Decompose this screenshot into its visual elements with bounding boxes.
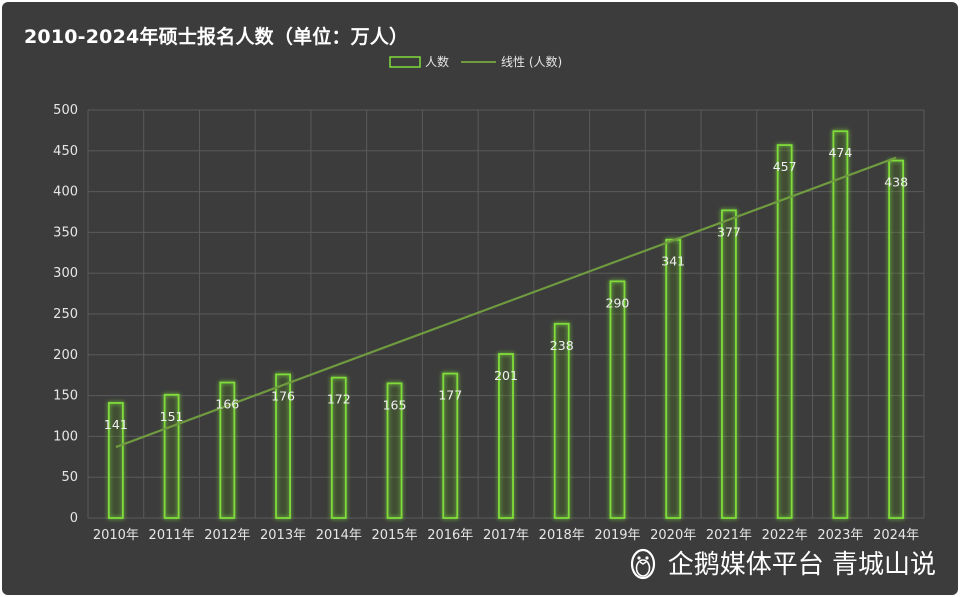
data-label: 141 xyxy=(104,417,128,432)
y-tick-label: 450 xyxy=(53,144,78,159)
y-tick-label: 500 xyxy=(53,103,78,118)
x-tick-label: 2022年 xyxy=(762,528,808,543)
bar xyxy=(498,353,514,519)
x-tick-label: 2018年 xyxy=(539,528,585,543)
bar xyxy=(386,382,403,519)
y-tick-label: 250 xyxy=(53,307,78,322)
bar xyxy=(665,238,682,519)
y-tick-label: 300 xyxy=(53,266,78,281)
bars-layer xyxy=(107,130,905,519)
y-tick-label: 150 xyxy=(53,389,78,404)
x-tick-label: 2017年 xyxy=(483,528,529,543)
data-label: 151 xyxy=(160,409,184,424)
y-tick-label: 200 xyxy=(53,348,78,363)
data-label: 177 xyxy=(438,388,462,403)
bar xyxy=(553,322,570,519)
x-tick-label: 2010年 xyxy=(93,528,139,543)
legend-swatch-bars xyxy=(389,56,421,68)
data-label: 201 xyxy=(494,368,518,383)
bar xyxy=(442,372,459,519)
y-tick-label: 350 xyxy=(53,225,78,240)
data-label: 474 xyxy=(828,145,852,160)
watermark: 企鹅媒体平台 青城山说 xyxy=(626,544,936,581)
bar xyxy=(832,130,849,519)
bar xyxy=(888,159,905,519)
data-label: 176 xyxy=(271,388,295,403)
x-tick-label: 2019年 xyxy=(594,528,640,543)
bar xyxy=(721,209,737,519)
y-tick-label: 400 xyxy=(53,185,78,200)
y-tick-label: 100 xyxy=(53,429,78,444)
x-tick-label: 2021年 xyxy=(706,528,752,543)
bar xyxy=(107,402,124,519)
legend-label-bars: 人数 xyxy=(425,54,449,69)
trendline xyxy=(115,156,897,449)
data-label: 457 xyxy=(773,159,797,174)
legend: 人数 线性 (人数) xyxy=(389,54,562,69)
data-label: 341 xyxy=(661,254,685,269)
x-tick-label: 2020年 xyxy=(650,528,696,543)
x-tick-label: 2024年 xyxy=(873,528,919,543)
labels-layer: 141 151 166 176 172 165 177 201 238 290 341 377 457 4… xyxy=(104,145,908,432)
bar xyxy=(609,280,626,519)
bar xyxy=(219,381,236,519)
x-tick-label: 2013年 xyxy=(260,528,306,543)
data-label: 290 xyxy=(606,295,630,310)
watermark-text: 企鹅媒体平台 青城山说 xyxy=(667,550,936,580)
data-label: 165 xyxy=(383,397,407,412)
penguin-icon xyxy=(630,548,655,579)
bar xyxy=(275,373,291,519)
data-label: 377 xyxy=(717,224,741,239)
bar xyxy=(330,376,347,519)
chart-title: 2010-2024年硕士报名人数（单位：万人） xyxy=(24,26,409,48)
data-label: 438 xyxy=(884,175,908,190)
x-tick-label: 2015年 xyxy=(371,528,417,543)
x-tick-label: 2016年 xyxy=(427,528,473,543)
bar xyxy=(776,144,793,519)
x-tick-label: 2023年 xyxy=(817,528,863,543)
data-label: 238 xyxy=(550,338,574,353)
y-tick-label: 50 xyxy=(61,470,78,485)
data-label: 172 xyxy=(327,392,351,407)
x-tick-label: 2011年 xyxy=(149,528,195,543)
data-label: 166 xyxy=(215,397,239,412)
y-tick-label: 0 xyxy=(70,511,78,526)
axis-layer: 0 50 100 150 200 250 300 350 400 450 500 2010年 2011年… xyxy=(53,103,919,543)
x-tick-label: 2014年 xyxy=(316,528,362,543)
x-tick-label: 2012年 xyxy=(204,528,250,543)
legend-label-trendline: 线性 (人数) xyxy=(501,54,562,69)
trend-layer xyxy=(115,156,897,449)
